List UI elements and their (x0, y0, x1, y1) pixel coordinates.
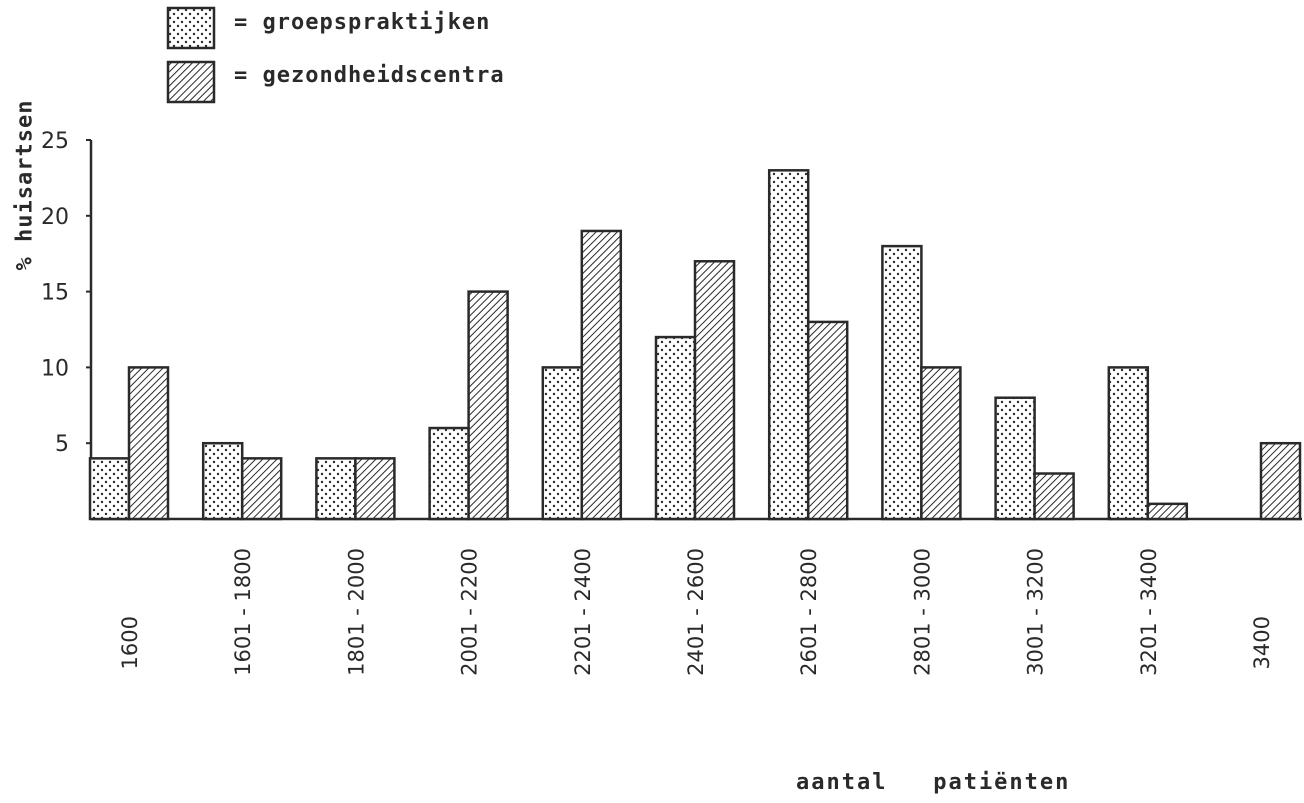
bar-groepspraktijken-5 (654, 335, 697, 521)
bar-gezondheidscentra-8 (1033, 472, 1075, 521)
y-tick-label: 20 (41, 205, 69, 230)
x-tick-label: 3400 (1250, 616, 1274, 669)
x-tick-label: 3001 - 3200 (1024, 548, 1048, 676)
bar-groepspraktijken-0 (88, 457, 131, 521)
y-tick-labels: 5 10 15 20 25 (41, 129, 91, 457)
bar-gezondheidscentra-7 (920, 366, 962, 521)
bar-groepspraktijken-8 (994, 396, 1036, 521)
x-tick-label: 2401 - 2600 (684, 548, 708, 676)
bar-groepspraktijken-6 (767, 169, 810, 521)
bar-groepspraktijken-9 (1107, 366, 1150, 521)
x-tick-label: 2601 - 2800 (797, 548, 821, 676)
bar-gezondheidscentra-0 (127, 366, 170, 521)
y-tick-label: 25 (41, 129, 69, 154)
legend-swatches (166, 6, 216, 104)
x-tick-label: 1601 - 1800 (231, 548, 255, 676)
y-axis-label: % huisartsen (12, 99, 38, 271)
bar-groepspraktijken-2 (315, 457, 357, 521)
bar-gezondheidscentra-2 (354, 457, 396, 521)
legend-label-groepspraktijken: = groepspraktijken (234, 10, 491, 35)
bar-gezondheidscentra-1 (240, 457, 283, 521)
y-tick-label: 10 (41, 356, 69, 381)
legend-swatch-dots (166, 6, 216, 50)
bar-gezondheidscentra-9 (1146, 502, 1189, 521)
y-tick-label: 5 (55, 432, 69, 457)
x-tick-label: 1600 (118, 616, 142, 669)
y-tick-label: 15 (41, 281, 69, 306)
x-tick-label: 1801 - 2000 (344, 548, 368, 676)
bar-gezondheidscentra-4 (580, 229, 623, 521)
bar-gezondheidscentra-6 (806, 320, 849, 521)
bar-groepspraktijken-1 (201, 441, 244, 521)
bar-groepspraktijken-3 (428, 426, 470, 521)
bar-gezondheidscentra-5 (693, 260, 736, 521)
bar-groepspraktijken-7 (881, 244, 923, 521)
bar-gezondheidscentra-10 (1259, 441, 1302, 521)
x-tick-label: 2001 - 2200 (458, 548, 482, 676)
x-tick-labels: 1600 1601 - 1800 1801 - 2000 2001 - 2200 220… (118, 548, 1274, 676)
bars (88, 169, 1302, 521)
x-tick-label: 2801 - 3000 (910, 548, 934, 676)
x-axis-label: aantal patiënten (796, 770, 1071, 795)
legend-label-gezondheidscentra: = gezondheidscentra (234, 63, 505, 88)
x-tick-label: 3201 - 3400 (1137, 548, 1161, 676)
legend-swatch-hatch (166, 60, 216, 104)
x-tick-label: 2201 - 2400 (571, 548, 595, 676)
bar-groepspraktijken-4 (541, 366, 584, 521)
bar-gezondheidscentra-3 (467, 290, 509, 521)
